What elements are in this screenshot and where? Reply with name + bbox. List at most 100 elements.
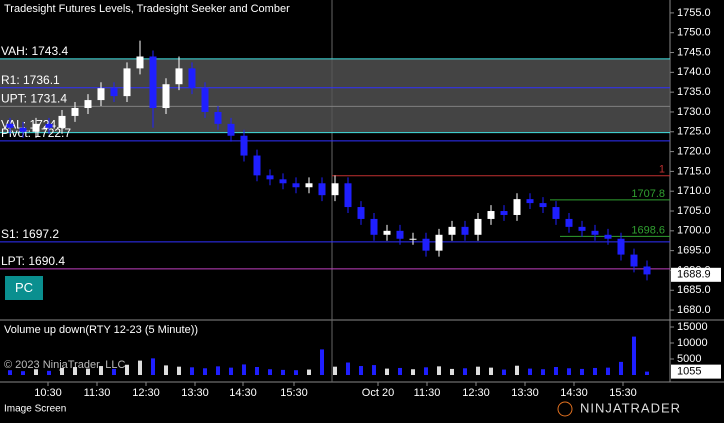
candle-body xyxy=(435,234,443,251)
candle-body xyxy=(409,238,417,240)
volume-bar xyxy=(99,366,103,375)
volume-bar xyxy=(242,364,246,375)
volume-bar xyxy=(450,368,454,375)
volume-tick-label: 15000 xyxy=(677,321,708,333)
y-tick-label: 1720.0 xyxy=(677,145,711,157)
candle-body xyxy=(266,175,274,180)
level-label: VAH: 1743.4 xyxy=(1,44,68,58)
candle-body xyxy=(383,230,391,235)
volume-bar xyxy=(606,367,610,375)
volume-last-box xyxy=(671,364,721,379)
seeker-label: 1 xyxy=(659,164,665,176)
volume-bar xyxy=(463,368,467,375)
y-tick-label: 1740.0 xyxy=(677,66,711,78)
volume-bar xyxy=(47,370,51,375)
chart-title: Tradesight Futures Levels, Tradesight Se… xyxy=(4,3,290,15)
candle-body xyxy=(149,56,157,108)
volume-bar xyxy=(541,369,545,375)
candle-body xyxy=(448,226,456,235)
candle-body xyxy=(110,88,118,97)
y-tick-label: 1725.0 xyxy=(677,126,711,138)
x-tick-label: 11:30 xyxy=(84,387,111,399)
candle-body xyxy=(279,179,287,184)
x-tick-label: 13:30 xyxy=(511,387,539,399)
volume-bar xyxy=(177,366,181,375)
candle-body xyxy=(97,88,105,101)
volume-bar xyxy=(619,361,623,375)
volume-bar xyxy=(34,369,38,375)
volume-bar xyxy=(281,369,285,375)
candle-body xyxy=(71,108,79,116)
candle-body xyxy=(422,238,430,251)
volume-bar xyxy=(385,368,389,375)
x-tick-label: 10:30 xyxy=(34,387,62,399)
volume-bar xyxy=(73,367,77,375)
y-tick-label: 1750.0 xyxy=(677,27,711,39)
y-tick-label: 1710.0 xyxy=(677,185,711,197)
volume-bar xyxy=(346,362,350,375)
candle-body xyxy=(643,266,651,275)
candle-body xyxy=(370,218,378,235)
volume-bar xyxy=(372,365,376,375)
x-tick-label: 15:30 xyxy=(280,387,308,399)
footer: Image Screen xyxy=(4,404,66,415)
volume-bar xyxy=(554,367,558,375)
candle-body xyxy=(461,226,469,235)
candle-body xyxy=(214,111,222,124)
y-tick-label: 1695.0 xyxy=(677,245,711,257)
candle-body xyxy=(162,84,170,108)
candle-body xyxy=(617,238,625,255)
volume-bar xyxy=(411,369,415,375)
volume-bar xyxy=(229,367,233,375)
candle-body xyxy=(123,68,131,97)
volume-bar xyxy=(424,367,428,375)
volume-bar xyxy=(320,349,324,375)
volume-bar xyxy=(164,365,168,375)
candle-body xyxy=(500,211,508,215)
candle-body xyxy=(292,183,300,188)
volume-bar xyxy=(307,369,311,375)
y-tick-label: 1745.0 xyxy=(677,46,711,58)
candle-body xyxy=(6,123,14,128)
volume-bar xyxy=(567,368,571,375)
volume-bar xyxy=(476,366,480,375)
candle-body xyxy=(201,88,209,112)
volume-bar xyxy=(203,368,207,375)
level-label: R1: 1736.1 xyxy=(1,73,60,87)
candle-body xyxy=(591,230,599,235)
copyright: © 2023 NinjaTrader, LLC xyxy=(4,359,125,371)
candle-body xyxy=(474,218,482,235)
candle-body xyxy=(487,211,495,219)
last-price: 1688.9 xyxy=(677,269,711,281)
candle-body xyxy=(318,183,326,196)
volume-tick-label: 5000 xyxy=(677,353,701,365)
candle-body xyxy=(84,100,92,108)
volume-bar xyxy=(60,367,64,375)
x-tick-label: 15:30 xyxy=(609,387,637,399)
candle-body xyxy=(552,207,560,219)
candle-body xyxy=(396,230,404,239)
candle-body xyxy=(227,123,235,136)
level-label: LPT: 1690.4 xyxy=(1,254,65,268)
volume-bar xyxy=(294,370,298,375)
last-price-box xyxy=(671,267,721,282)
candle-body xyxy=(32,123,40,132)
volume-bar xyxy=(489,367,493,375)
volume-bar xyxy=(151,358,155,375)
candle-body xyxy=(58,115,66,128)
level-label: UPT: 1731.4 xyxy=(1,92,67,106)
pc-button[interactable]: PC xyxy=(5,276,43,300)
candle-body xyxy=(305,183,313,188)
candle-body xyxy=(175,68,183,85)
candle-body xyxy=(344,183,352,208)
candle-body xyxy=(19,127,27,132)
candle-body xyxy=(565,218,573,227)
volume-bar xyxy=(86,368,90,375)
candle-body xyxy=(331,183,339,196)
volume-bar xyxy=(580,368,584,375)
candle-body xyxy=(578,226,586,231)
volume-bar xyxy=(515,365,519,375)
x-tick-label: 13:30 xyxy=(181,387,209,399)
volume-bar xyxy=(216,366,220,375)
